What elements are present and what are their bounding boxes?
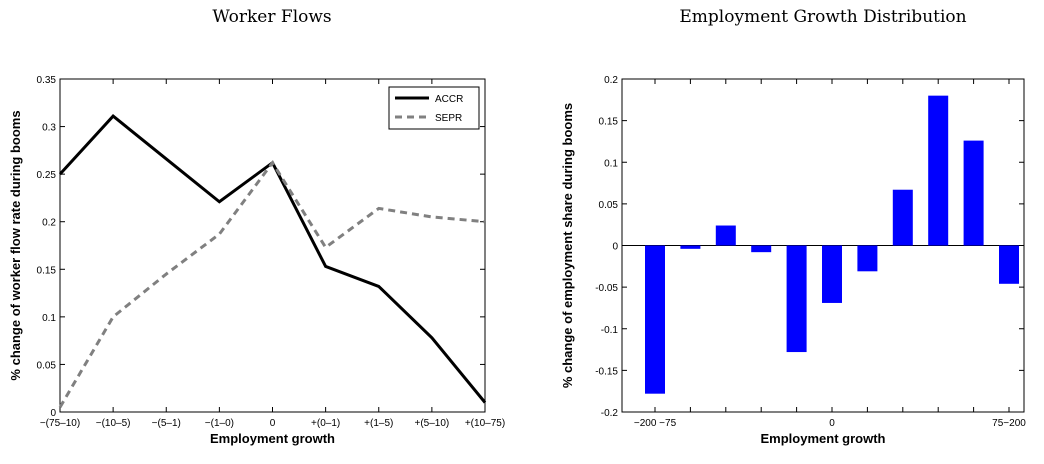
y-tick-label: 0.25 <box>37 170 57 181</box>
x-tick-label: −(1–0) <box>205 418 234 429</box>
y-tick-label: -0.2 <box>601 408 619 419</box>
y-tick-label: -0.15 <box>595 366 618 377</box>
bar <box>645 245 665 394</box>
y-axis-label: % change of employment share during boom… <box>560 103 575 388</box>
bar <box>822 245 842 303</box>
y-tick-label: -0.05 <box>595 283 618 294</box>
y-tick-label: 0.05 <box>599 200 619 211</box>
x-tick-label: +(0–1) <box>311 418 340 429</box>
x-tick-label: 0 <box>270 418 276 429</box>
legend-box <box>388 86 480 130</box>
y-tick-label: -0.1 <box>601 325 619 336</box>
y-tick-label: 0.35 <box>37 75 57 86</box>
bar <box>857 245 878 272</box>
bar <box>680 245 701 249</box>
x-axis-label: Employment growth <box>761 431 886 446</box>
y-tick-label: 0.2 <box>604 75 618 86</box>
x-tick-label: −(10–5) <box>96 418 131 429</box>
legend-label: SEPR <box>435 113 462 124</box>
y-tick-label: 0.05 <box>37 360 57 371</box>
bar <box>715 225 736 246</box>
y-tick-label: 0.15 <box>599 117 619 128</box>
x-tick-label: +(1–5) <box>364 418 393 429</box>
y-tick-label: 0.3 <box>42 123 56 134</box>
x-tick-label: +(5–10) <box>415 418 450 429</box>
x-tick-label: 75−200 <box>992 418 1026 429</box>
y-tick-label: 0 <box>50 408 56 419</box>
bar <box>892 189 913 246</box>
bar <box>963 140 984 246</box>
x-axis-label: Employment growth <box>210 431 335 446</box>
y-tick-label: 0.2 <box>42 218 56 229</box>
bar <box>751 245 772 253</box>
y-tick-label: 0 <box>612 242 618 253</box>
x-tick-label: −200 −75 <box>634 418 677 429</box>
data-line <box>58 114 487 404</box>
x-tick-label: −(75–10) <box>40 418 80 429</box>
bar <box>786 245 807 353</box>
x-tick-label: 0 <box>829 418 835 429</box>
legend-label: ACCR <box>435 94 463 105</box>
bar <box>999 245 1019 284</box>
y-tick-label: 0.15 <box>37 265 57 276</box>
y-axis-label: % change of worker flow rate during boom… <box>8 110 23 380</box>
y-tick-label: 0.1 <box>604 158 618 169</box>
chart-title: Employment Growth Distribution <box>679 7 966 27</box>
x-tick-label: +(10–75) <box>465 418 505 429</box>
y-tick-label: 0.1 <box>42 313 56 324</box>
bar <box>928 95 949 246</box>
x-tick-label: −(5–1) <box>152 418 181 429</box>
chart-title: Worker Flows <box>212 7 331 27</box>
data-line <box>58 160 486 409</box>
